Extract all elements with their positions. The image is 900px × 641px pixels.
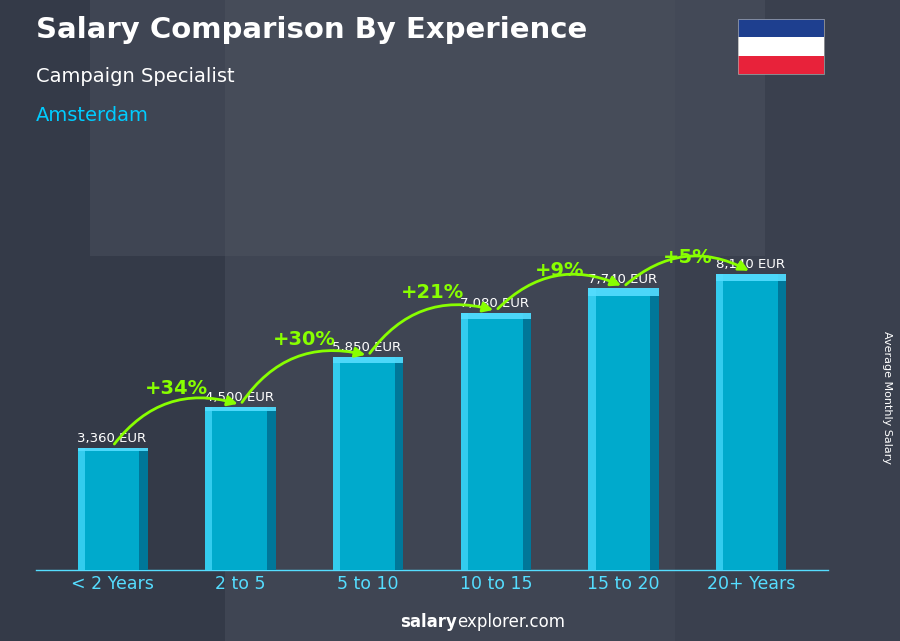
Text: +30%: +30% [273,330,336,349]
Bar [77,448,85,570]
Bar [395,357,403,570]
Text: Campaign Specialist: Campaign Specialist [36,67,235,87]
Text: 5,850 EUR: 5,850 EUR [332,342,401,354]
Bar [267,406,275,570]
Text: Salary Comparison By Experience: Salary Comparison By Experience [36,16,587,44]
Text: +9%: +9% [535,261,584,280]
Text: 3,360 EUR: 3,360 EUR [76,432,146,445]
Bar [716,274,787,570]
Bar [716,274,724,570]
Bar [205,406,212,570]
Bar [461,313,531,319]
Text: 7,740 EUR: 7,740 EUR [588,272,657,285]
Bar [77,448,148,451]
Bar [205,406,275,570]
Bar [333,357,403,570]
Bar [333,357,403,363]
Text: 4,500 EUR: 4,500 EUR [204,390,274,404]
Text: explorer.com: explorer.com [457,613,565,631]
Text: salary: salary [400,613,457,631]
Text: Average Monthly Salary: Average Monthly Salary [881,331,892,464]
Bar [675,0,900,641]
Bar [461,313,531,570]
Bar [523,313,531,570]
Bar [205,406,275,411]
Text: +5%: +5% [662,248,712,267]
Bar [461,313,468,570]
Bar [589,288,596,570]
Bar [589,288,659,296]
Bar [651,288,659,570]
Bar [778,274,787,570]
Text: +21%: +21% [400,283,464,302]
Bar [589,288,659,570]
Text: Amsterdam: Amsterdam [36,106,148,125]
Bar [90,0,765,256]
Bar [77,448,148,570]
Bar [140,448,148,570]
Text: 7,080 EUR: 7,080 EUR [460,297,529,310]
Bar [333,357,340,570]
Bar [716,274,787,281]
Text: +34%: +34% [145,379,208,398]
Bar [0,0,225,641]
Text: 8,140 EUR: 8,140 EUR [716,258,785,271]
